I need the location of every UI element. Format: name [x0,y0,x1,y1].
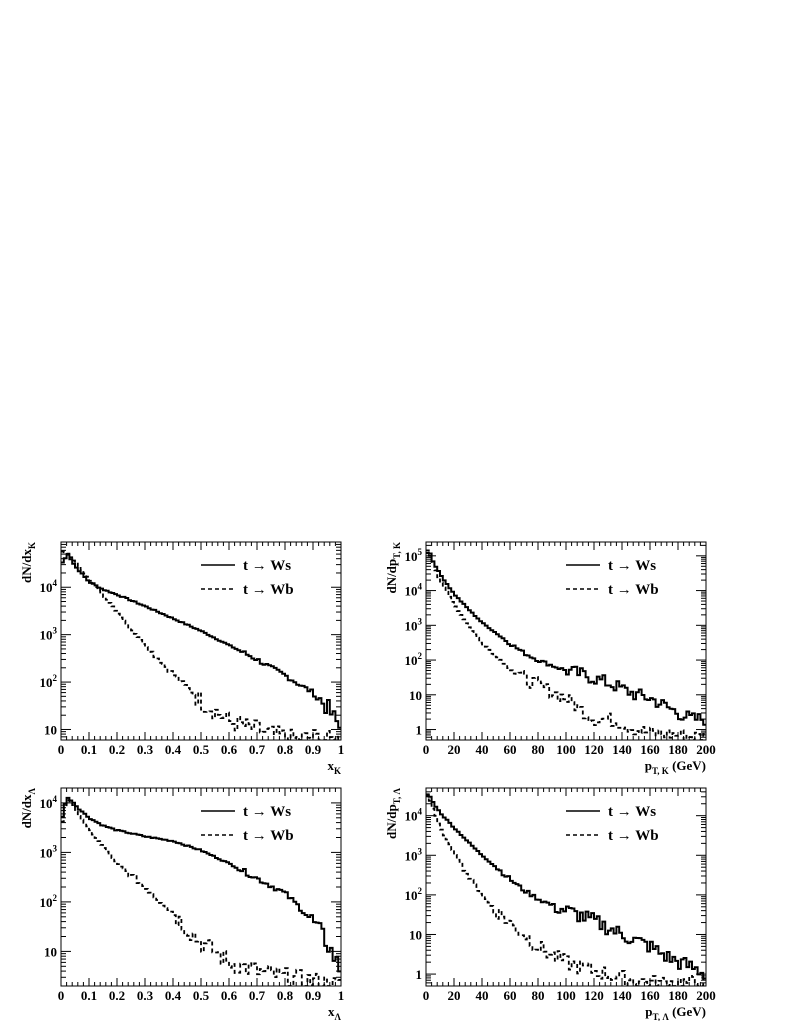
x-tick-label: 1 [338,988,345,1003]
x-tick-label: 180 [668,742,688,757]
panel-bottom-right: 0 20 40 60 80 100 120 140 160 180 200 1 10 102 103 104 p… [384,787,716,1021]
x-tick-label: 0.9 [305,742,322,757]
y-tick-label: 103 [405,616,423,633]
y-axis-label: dN/dxK [19,542,37,583]
x-tick-label: 100 [556,742,576,757]
x-tick-label: 180 [668,988,688,1003]
y-tick-label: 104 [405,582,423,599]
x-tick-label: 60 [504,742,517,757]
x-tick-label: 0.5 [193,988,210,1003]
x-tick-label: 0.4 [165,742,182,757]
x-tick-label: 80 [532,988,545,1003]
y-axis-label: dN/dpT, Λ [384,787,402,839]
panel-bottom-left: 0 0.1 0.2 0.3 0.4 0.5 0.6 0.7 0.8 0.9 1 10 102 103 104… [19,787,344,1021]
series-wb-histogram [61,550,341,740]
x-axis-label: xΛ [328,1004,342,1021]
legend-label: t → Ws [243,558,291,574]
x-tick-label: 0.7 [249,988,266,1003]
x-tick-label: 0.2 [109,742,125,757]
legend-label: t → Ws [243,804,291,820]
x-axis-label: pT, K (GeV) [645,758,706,776]
legend-label: t → Ws [608,804,656,820]
x-tick-label: 0.3 [137,988,154,1003]
legend-label: t → Wb [608,828,659,844]
y-tick-label: 103 [40,626,58,643]
x-tick-label: 0 [423,742,430,757]
series-ws-histogram [426,794,706,980]
x-tick-label: 40 [476,742,489,757]
y-tick-label: 102 [40,673,58,690]
y-tick-label: 10 [44,944,57,959]
x-tick-label: 0 [58,988,65,1003]
y-axis-label: dN/dxΛ [19,787,37,828]
y-axis-label: dN/dpT, K [384,542,402,594]
x-tick-label: 0.1 [81,742,97,757]
x-tick-label: 120 [584,742,604,757]
x-tick-label: 140 [612,988,632,1003]
x-axis-label: xK [327,758,341,776]
x-tick-label: 60 [504,988,517,1003]
y-tick-label: 104 [405,807,423,824]
series-wb-histogram [426,793,706,986]
panel-top-left: 0 0.1 0.2 0.3 0.4 0.5 0.6 0.7 0.8 0.9 1 10 102 103 104… [19,541,345,776]
x-tick-label: 0.8 [277,988,294,1003]
series-wb-histogram [426,549,706,740]
x-tick-label: 1 [338,742,345,757]
legend-label: t → Wb [243,582,294,598]
y-tick-label: 10 [409,688,422,703]
legend-label: t → Ws [608,558,656,574]
series-ws-histogram [426,552,706,726]
x-tick-label: 40 [476,988,489,1003]
x-tick-label: 0.1 [81,988,97,1003]
x-tick-label: 200 [696,988,716,1003]
x-tick-label: 0.6 [221,988,238,1003]
x-tick-label: 0.5 [193,742,210,757]
y-tick-label: 102 [40,893,58,910]
x-tick-label: 0 [58,742,65,757]
y-tick-label: 102 [405,651,423,668]
y-tick-label: 102 [405,886,423,903]
y-tick-label: 1 [416,723,423,738]
legend-label: t → Wb [243,828,294,844]
x-tick-label: 140 [612,742,632,757]
y-tick-label: 104 [40,578,58,595]
series-ws-histogram [61,553,341,729]
x-tick-label: 100 [556,988,576,1003]
x-axis-label: pT, Λ (GeV) [645,1004,706,1021]
x-tick-label: 0.2 [109,988,125,1003]
x-tick-label: 160 [640,988,660,1003]
x-tick-label: 20 [448,988,461,1003]
x-tick-label: 0.8 [277,742,294,757]
y-tick-label: 1 [416,967,423,982]
x-tick-label: 0.3 [137,742,154,757]
x-tick-label: 120 [584,988,604,1003]
legend-label: t → Wb [608,582,659,598]
x-tick-label: 20 [448,742,461,757]
y-tick-label: 104 [40,794,58,811]
x-tick-label: 200 [696,742,716,757]
series-ws-histogram [61,796,341,973]
y-tick-label: 10 [409,927,422,942]
x-tick-label: 80 [532,742,545,757]
y-tick-label: 105 [405,547,423,564]
y-tick-label: 103 [40,843,58,860]
y-tick-label: 10 [44,722,57,737]
x-tick-label: 0 [423,988,430,1003]
series-wb-histogram [61,799,341,986]
x-tick-label: 0.6 [221,742,238,757]
x-tick-label: 0.9 [305,988,322,1003]
panel-top-right: 0 20 40 60 80 100 120 140 160 180 200 1 10 102 103 104 1… [384,541,716,776]
y-tick-label: 103 [405,846,423,863]
plot-frame [60,787,342,987]
x-tick-label: 160 [640,742,660,757]
x-tick-label: 0.4 [165,988,182,1003]
plot-frame [425,541,707,741]
x-tick-label: 0.7 [249,742,266,757]
